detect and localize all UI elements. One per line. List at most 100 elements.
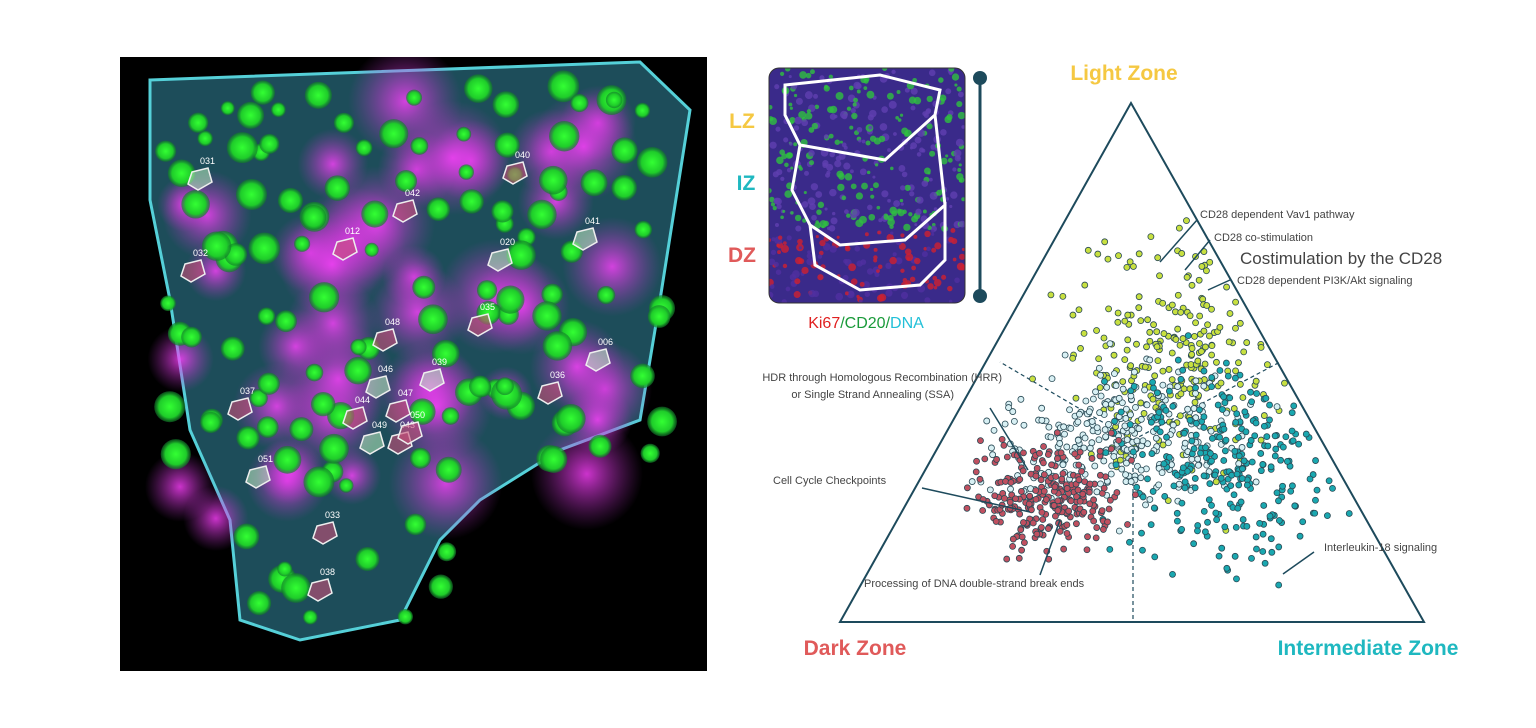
data-point (1121, 356, 1129, 364)
stain: CD20 (845, 315, 886, 332)
data-point (1003, 453, 1011, 461)
cell-cluster (458, 164, 475, 180)
data-point (1200, 367, 1208, 375)
data-point (979, 507, 987, 514)
data-point (1168, 349, 1176, 357)
inset-cell (804, 91, 813, 100)
inset-cell (828, 225, 836, 232)
inset-cell (928, 177, 933, 182)
inset-cell (899, 113, 904, 117)
data-point (1100, 484, 1108, 492)
inset-cell (930, 144, 937, 150)
roi-outline (187, 167, 213, 191)
cell-cluster (338, 478, 354, 493)
data-point (1053, 429, 1061, 437)
cell-cluster (304, 81, 332, 109)
data-point (1137, 466, 1145, 474)
inset-cell (914, 136, 922, 144)
inset-cell (835, 92, 844, 100)
inset-cell (956, 86, 962, 92)
data-point (1200, 382, 1208, 390)
inset-cell (872, 175, 876, 179)
inset-cell (860, 259, 867, 265)
data-point (1252, 419, 1260, 427)
data-point (1263, 361, 1271, 369)
cell-cluster (431, 339, 460, 368)
data-point (1206, 258, 1214, 266)
data-point (1312, 457, 1319, 464)
data-point (1129, 263, 1137, 270)
cell-cluster (160, 439, 191, 470)
data-point (1279, 482, 1286, 490)
inset-cell (878, 264, 883, 269)
data-point (1048, 461, 1055, 469)
data-point (1141, 386, 1148, 394)
cell-cluster (395, 170, 418, 193)
cell-cluster (246, 591, 272, 616)
data-point (972, 468, 980, 476)
inset-cell (897, 118, 902, 122)
roi-outline (372, 328, 398, 352)
data-point (1263, 433, 1271, 441)
inset-cell (772, 205, 777, 211)
data-point (1251, 432, 1259, 440)
data-point (1107, 400, 1115, 408)
inset-cell (784, 68, 791, 72)
cell-cluster (344, 356, 372, 385)
inset-cell (901, 171, 908, 178)
data-point (981, 455, 989, 463)
data-point (1095, 436, 1103, 444)
data-point (1177, 390, 1185, 398)
data-point (1299, 518, 1307, 526)
data-point (1075, 476, 1083, 484)
data-point (1152, 434, 1160, 442)
inset-cell (948, 68, 955, 72)
data-point (1162, 407, 1170, 414)
cell-cluster (319, 433, 349, 464)
inset-cell (772, 171, 779, 178)
data-point (1206, 332, 1213, 340)
data-point (1191, 475, 1199, 482)
data-point (1084, 246, 1092, 254)
inset-cell (945, 88, 952, 95)
cell-cluster (418, 304, 448, 335)
cell-cluster (257, 307, 276, 325)
data-point (1040, 443, 1047, 450)
data-point (1202, 444, 1209, 452)
inset-cell (807, 250, 811, 255)
inset-cell (851, 208, 860, 217)
data-point (1237, 498, 1245, 506)
data-point (976, 475, 984, 483)
data-point (1060, 423, 1068, 431)
inset-cell (843, 209, 849, 215)
data-point (1169, 570, 1176, 578)
data-point (989, 451, 997, 459)
data-point (968, 478, 976, 485)
roi-outline (227, 397, 253, 421)
inset-cell (866, 268, 874, 275)
data-point (1085, 408, 1093, 416)
data-point (1228, 471, 1236, 479)
roi-label: 048 (385, 317, 400, 327)
data-point (1174, 356, 1182, 364)
roi-outline (502, 161, 528, 185)
data-point (1180, 429, 1188, 437)
data-point (1296, 532, 1304, 540)
inset-cell (859, 168, 867, 176)
data-point (1086, 480, 1094, 488)
data-point (1095, 355, 1103, 363)
data-point (1044, 525, 1052, 532)
data-point (1236, 380, 1244, 388)
inset-cell (883, 214, 890, 221)
inset-cell (910, 105, 916, 111)
data-point (1038, 508, 1046, 516)
inset-cell (769, 117, 777, 126)
inset-cell (914, 223, 918, 227)
inset-cell (885, 289, 893, 297)
data-point (1082, 397, 1090, 405)
inset-cell (879, 123, 888, 131)
data-point (1019, 467, 1027, 475)
data-point (1127, 478, 1135, 485)
data-point (1252, 533, 1260, 541)
roi-label: 041 (585, 216, 600, 226)
